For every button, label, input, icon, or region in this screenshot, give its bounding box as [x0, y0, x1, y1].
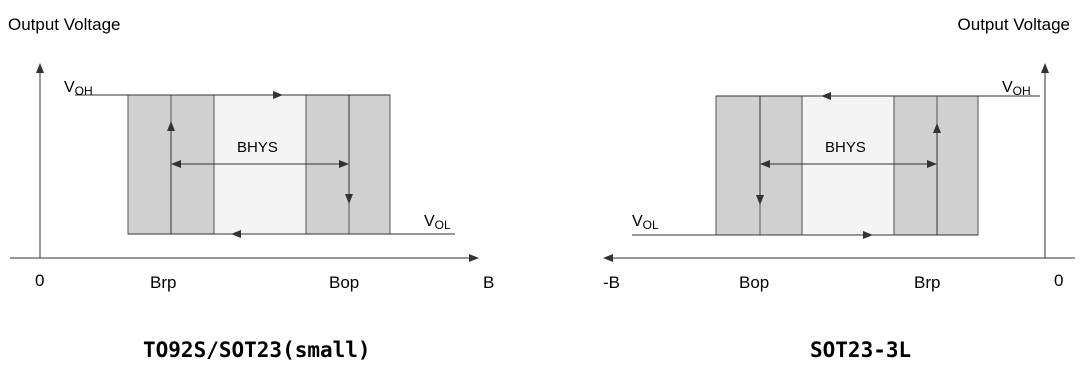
left-hys-label: BHYS	[237, 139, 278, 156]
right-x-end: -B	[603, 273, 620, 292]
right-voh-label: VOH	[1002, 79, 1031, 98]
right-x-label-brp: Brp	[914, 273, 940, 292]
right-x-label-bop: Bop	[739, 273, 769, 292]
left-y-axis-label: Output Voltage	[8, 15, 120, 34]
left-x-end: B	[483, 273, 494, 292]
right-band-middle	[801, 95, 895, 236]
right-vol-label: VOL	[632, 213, 659, 232]
right-caption: SOT23-3L	[810, 338, 911, 362]
left-voh-label: VOH	[64, 79, 93, 98]
right-diagram: Output Voltage VOH VOL BHYS -B Bop Brp 0…	[603, 15, 1075, 362]
left-x-label-bop: Bop	[329, 273, 359, 292]
right-band-brp	[893, 95, 979, 236]
left-diagram: Output Voltage VOH VOL BHYS 0 Brp Bop B …	[8, 15, 494, 362]
right-y-axis-label: Output Voltage	[958, 15, 1070, 34]
left-x-origin: 0	[35, 271, 44, 290]
left-caption: TO92S/SOT23(small)	[143, 338, 371, 362]
left-x-label-brp: Brp	[150, 273, 176, 292]
left-vol-label: VOL	[424, 213, 451, 232]
right-x-origin: 0	[1054, 271, 1063, 290]
right-band-bop	[715, 95, 803, 236]
right-hys-label: BHYS	[825, 139, 866, 156]
